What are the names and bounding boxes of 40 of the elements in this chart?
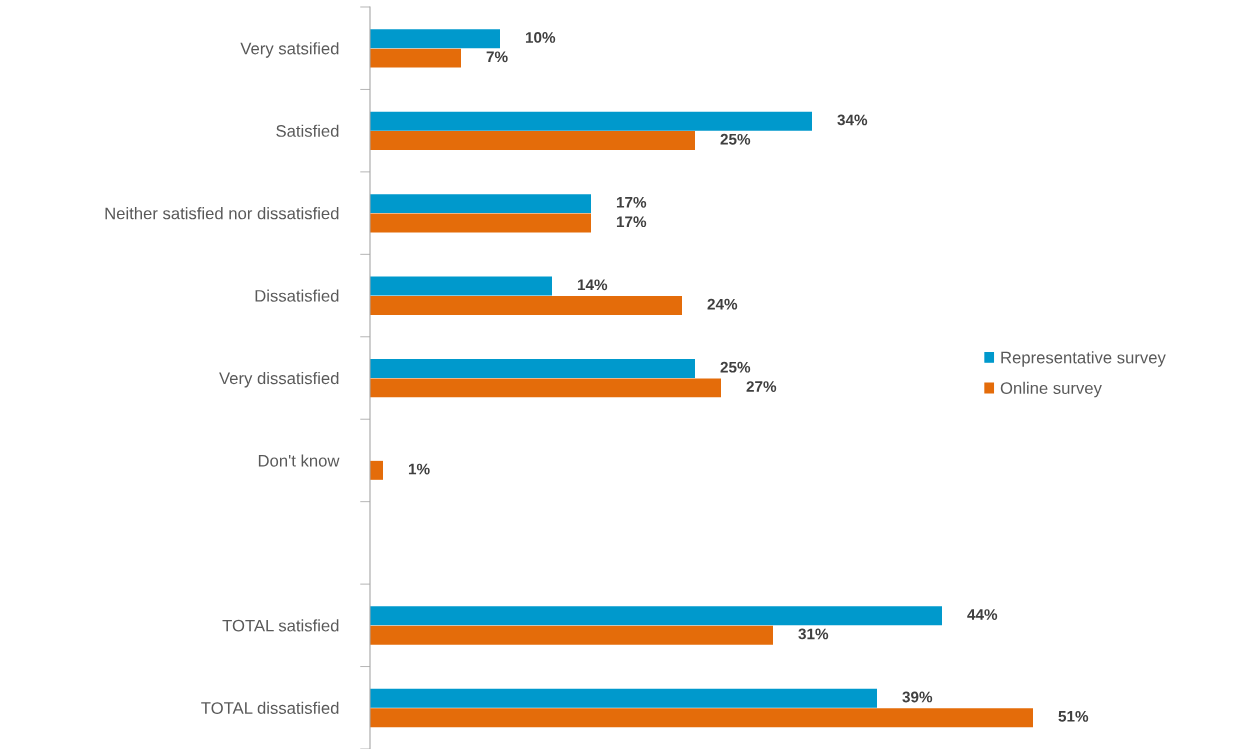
data-label: 17% bbox=[616, 216, 647, 228]
y-tick-label: Satisfied bbox=[276, 124, 339, 137]
bar bbox=[370, 111, 812, 131]
y-tick-label: TOTAL satisfied bbox=[222, 619, 339, 632]
data-label: 31% bbox=[798, 628, 829, 640]
bar bbox=[370, 606, 942, 626]
y-tick-label: TOTAL dissatisfied bbox=[201, 701, 339, 714]
legend-label: Online survey bbox=[1000, 381, 1102, 398]
bar bbox=[370, 295, 682, 315]
y-tick-label: Don't know bbox=[258, 454, 340, 467]
bar bbox=[370, 688, 877, 708]
bar bbox=[370, 708, 1033, 728]
data-label: 34% bbox=[837, 114, 868, 126]
legend-label: Representative survey bbox=[1001, 351, 1166, 367]
data-label: 25% bbox=[720, 133, 751, 145]
bar bbox=[370, 359, 695, 378]
data-label: 51% bbox=[1058, 710, 1089, 722]
bar bbox=[370, 29, 500, 49]
data-label: 1% bbox=[408, 463, 430, 475]
bar bbox=[370, 625, 773, 645]
bar bbox=[370, 276, 552, 296]
y-tick-label: Neither satisfied nor dissatisfied bbox=[105, 207, 339, 220]
bar bbox=[370, 48, 461, 68]
y-tick-label: Very satsified bbox=[240, 42, 339, 58]
y-tick-label: Dissatisfied bbox=[255, 289, 339, 302]
data-label: 39% bbox=[902, 691, 933, 703]
data-label: 17% bbox=[616, 196, 647, 208]
data-label: 24% bbox=[707, 298, 738, 310]
bar bbox=[370, 131, 695, 151]
data-label: 7% bbox=[486, 51, 508, 63]
data-label: 25% bbox=[720, 361, 751, 373]
bar bbox=[370, 213, 591, 233]
bar bbox=[370, 194, 591, 214]
data-label: 14% bbox=[577, 279, 608, 291]
data-label: 27% bbox=[746, 381, 777, 392]
data-label: 44% bbox=[967, 609, 998, 620]
bar bbox=[370, 460, 383, 480]
y-tick-label: Very dissatisfied bbox=[219, 371, 339, 388]
bar bbox=[370, 378, 721, 398]
data-label: 10% bbox=[525, 32, 556, 43]
